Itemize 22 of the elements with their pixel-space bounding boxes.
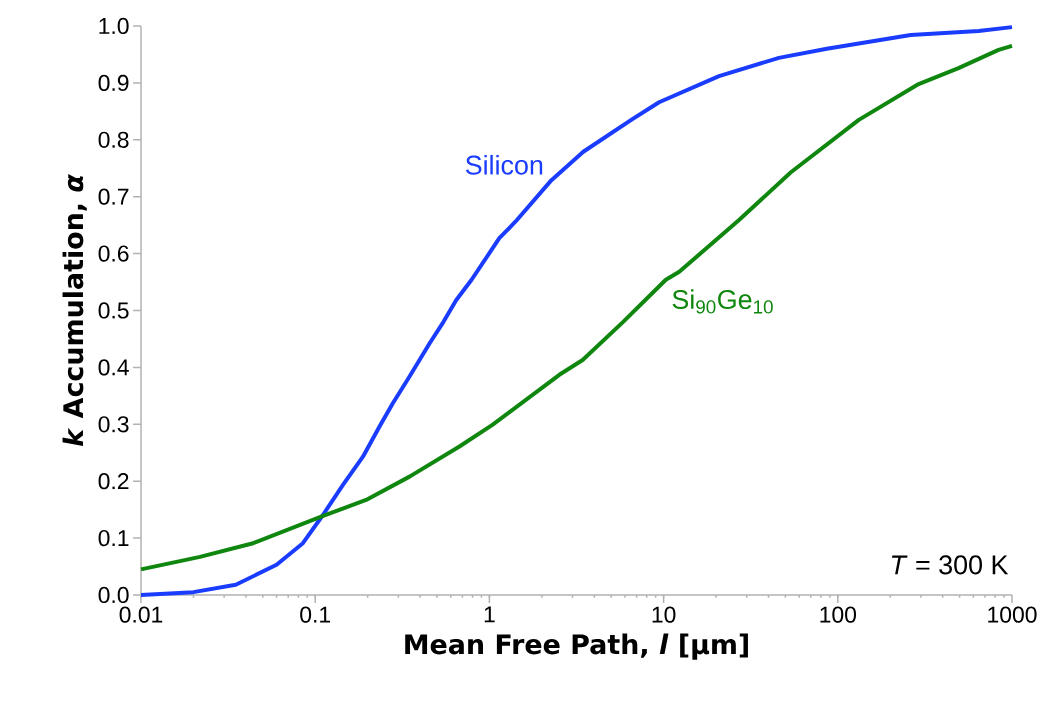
y-axis-title: k Accumulation, α — [62, 174, 87, 447]
x-tick-label: 1000 — [988, 606, 1037, 623]
y-tick-label: 0.1 — [98, 529, 129, 547]
y-tick-label: 0.0 — [98, 586, 129, 604]
y-tick-label: 0.5 — [98, 302, 129, 319]
y-tick-label: 0.7 — [98, 188, 129, 205]
y-tick-label: 0.2 — [98, 473, 129, 490]
y-tick-label: 1.0 — [99, 17, 129, 35]
series-label: Si$_{90}$Ge$_{10}$ — [672, 289, 773, 314]
y-tick-label: 0.6 — [98, 245, 129, 262]
x-tick-label: 1 — [484, 606, 495, 623]
y-tick-label: 0.3 — [98, 416, 129, 433]
y-tick-label: 0.9 — [98, 74, 129, 91]
x-tick-label: 0.1 — [300, 606, 331, 623]
y-tick-label: 0.8 — [98, 131, 129, 148]
x-axis-title: Mean Free Path, l [μm] — [405, 633, 748, 660]
y-tick-label: 0.4 — [98, 359, 129, 376]
annotation: T = 300 K — [891, 555, 1009, 575]
x-tick-label: 10 — [652, 606, 676, 623]
x-tick-label: 100 — [820, 606, 857, 623]
x-tick-label: 0.01 — [119, 606, 163, 623]
series-label: Silicon — [465, 154, 543, 175]
